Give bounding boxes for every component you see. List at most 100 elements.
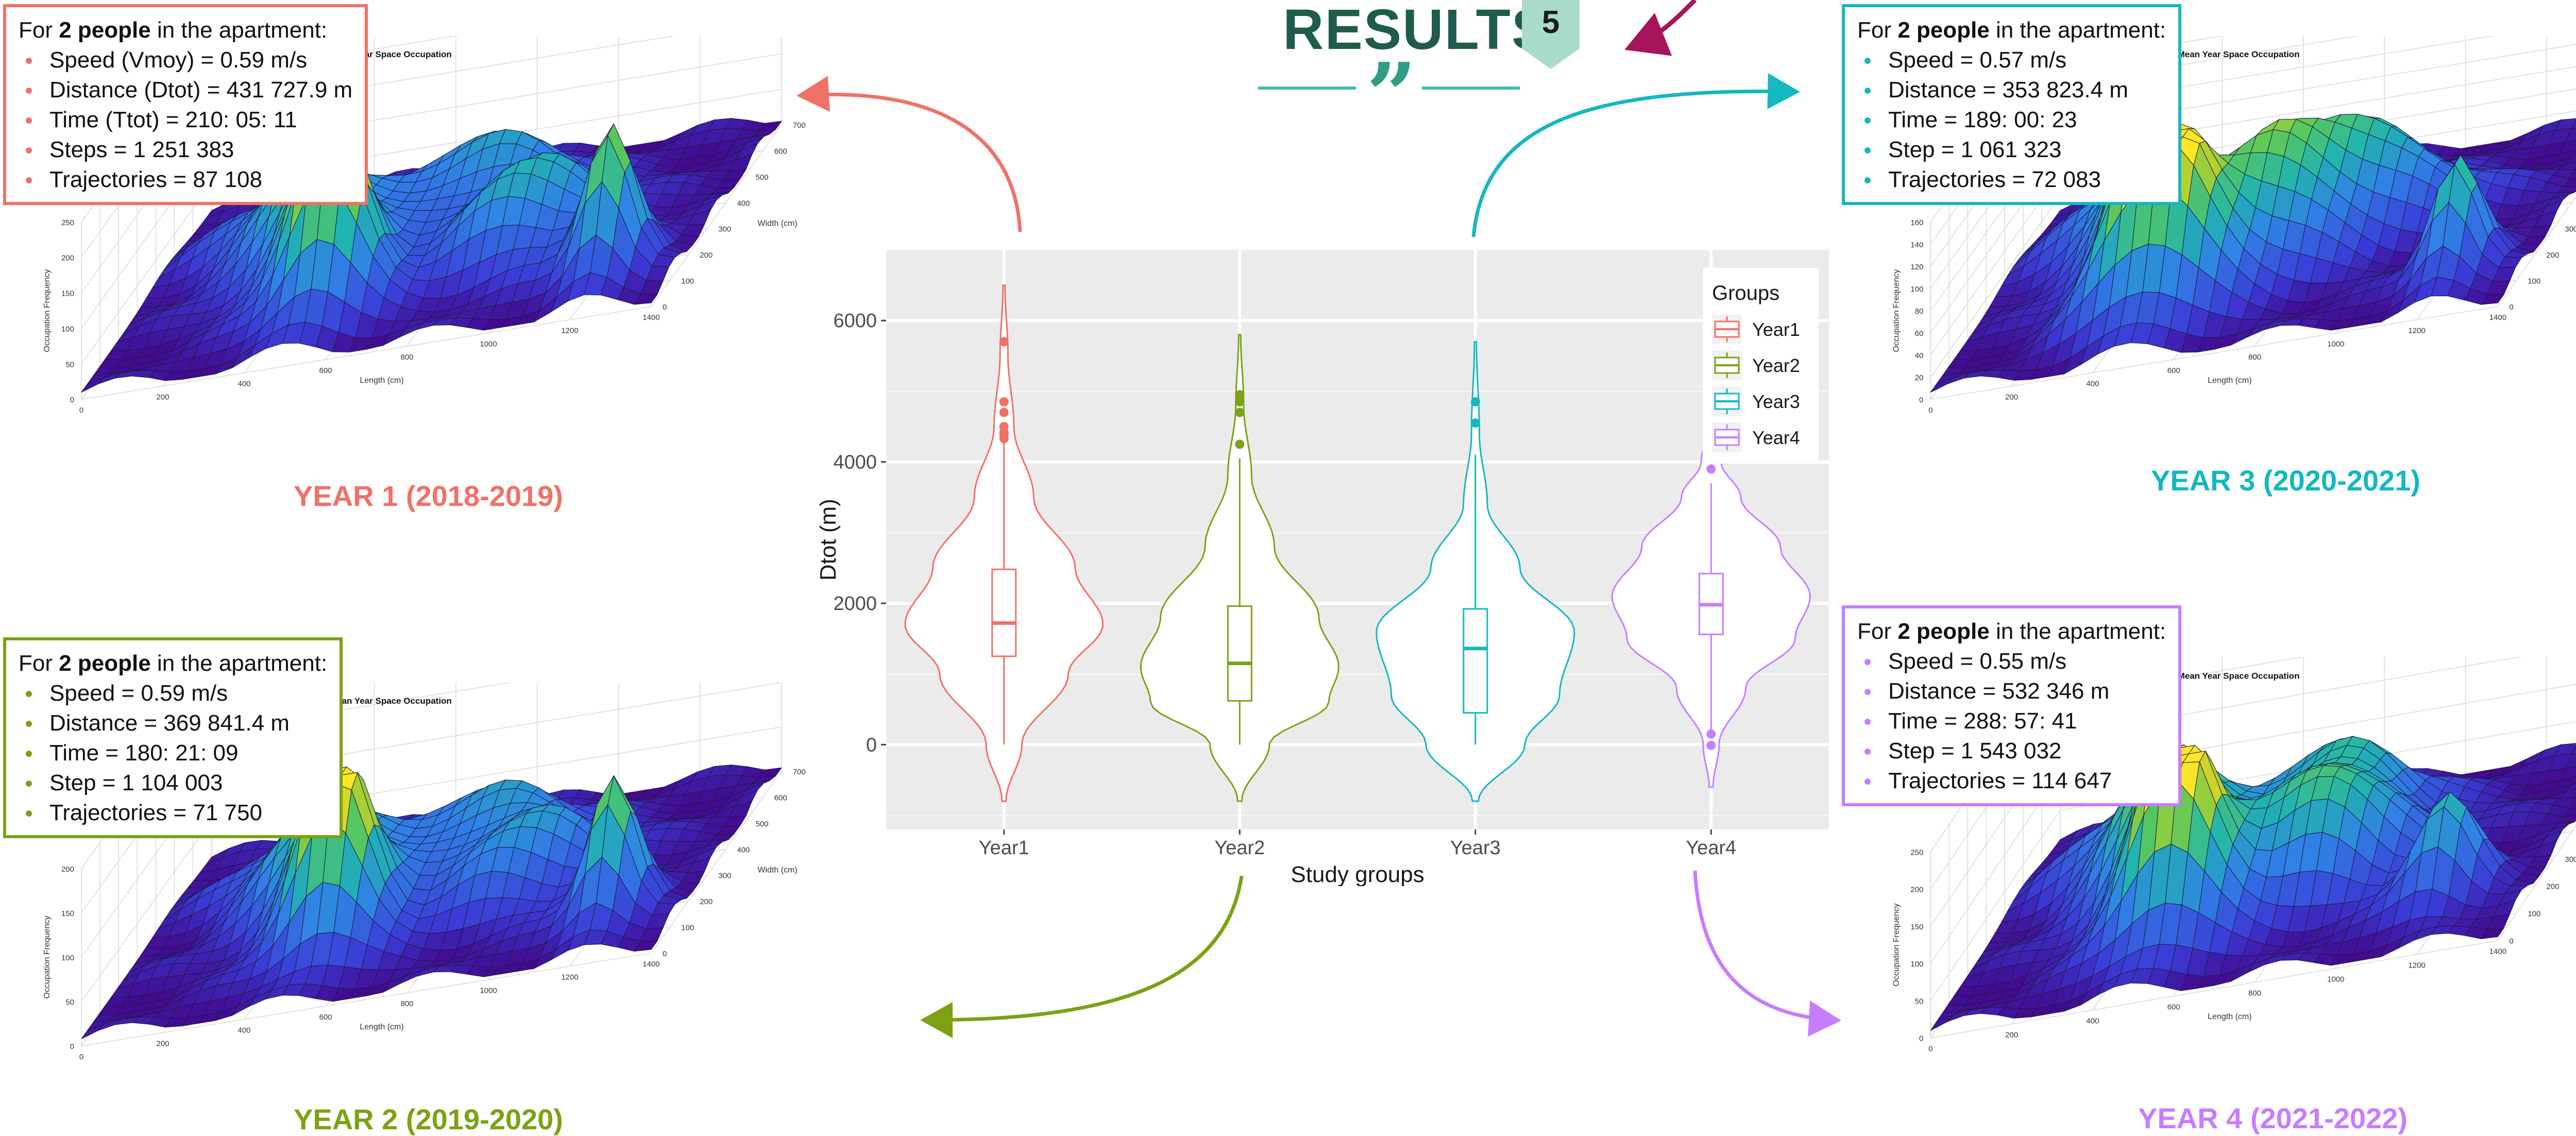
stat-steps: Step = 1 061 323 (1860, 135, 2166, 165)
x-tick-label: 1200 (561, 327, 578, 335)
y-tick-label: 600 (774, 147, 787, 156)
legend-label: Year3 (1752, 391, 1800, 412)
y-tick-label: 100 (681, 923, 694, 932)
z-tick-label: 250 (61, 218, 74, 227)
z-tick-label: 40 (1915, 351, 1924, 360)
x-tick-label: 1200 (2408, 327, 2425, 335)
outlier-point (1235, 408, 1244, 417)
z-tick-label: 50 (1915, 997, 1924, 1006)
y-tick-label: 0 (2509, 937, 2513, 945)
stat-speed: Speed = 0.59 m/s (22, 679, 327, 708)
year-label-3: YEAR 3 (2020-2021) (2151, 464, 2420, 497)
y-tick-label: 200 (2546, 883, 2559, 891)
x-axis-title: Length (cm) (360, 376, 403, 385)
y-tick-label: 100 (2528, 277, 2540, 285)
y-tick-label: 0 (663, 950, 667, 958)
legend-label: Year1 (1752, 319, 1800, 340)
y-tick-label: 6000 (833, 310, 877, 332)
x-tick-label: 600 (2167, 366, 2180, 375)
x-tick-label: Year2 (1214, 837, 1265, 859)
legend-label: Year2 (1752, 355, 1800, 376)
outlier-point (1235, 439, 1244, 449)
surface-plot-title: Mean Year Space Occupation (2178, 49, 2300, 59)
outlier-point (999, 337, 1009, 346)
y-tick-label: 200 (2546, 251, 2559, 260)
year-label-2: YEAR 2 (2019-2020) (294, 1103, 563, 1136)
stat-steps: Step = 1 104 003 (22, 768, 327, 798)
x-tick-label: 1200 (2408, 961, 2425, 970)
y-axis-title: Width (cm) (757, 219, 797, 228)
outlier-point (1706, 464, 1716, 473)
stat-steps: Step = 1 543 032 (1860, 736, 2166, 766)
x-tick-label: 800 (2248, 989, 2261, 997)
iqr-box (992, 569, 1016, 656)
x-tick-label: 200 (156, 1039, 169, 1048)
stat-distance: Distance = 353 823.4 m (1860, 75, 2166, 105)
z-axis-title: Occupation Frequency (1892, 269, 1901, 352)
outlier-point (999, 397, 1009, 406)
stat-speed: Speed = 0.57 m/s (1860, 45, 2166, 75)
z-tick-label: 140 (1910, 241, 1923, 249)
outlier-point (1471, 397, 1480, 406)
x-tick-label: 0 (79, 406, 83, 415)
outlier-point (1706, 730, 1716, 739)
legend-title: Groups (1712, 282, 1780, 304)
z-tick-label: 200 (1910, 886, 1923, 894)
y-tick-label: 100 (681, 277, 694, 285)
year-label-4: YEAR 4 (2021-2022) (2138, 1101, 2408, 1135)
stat-distance: Distance = 532 346 m (1860, 676, 2166, 706)
z-tick-label: 0 (1919, 1035, 1923, 1043)
arrow-year3 (1473, 91, 1793, 237)
z-tick-label: 0 (70, 396, 74, 404)
z-tick-label: 0 (70, 1042, 74, 1051)
arrow-year4 (1695, 871, 1834, 1020)
iqr-box (1228, 606, 1251, 701)
x-tick-label: 1000 (480, 340, 497, 348)
stats-intro: For 2 people in the apartment: (1857, 617, 2166, 647)
z-tick-label: 60 (1915, 329, 1924, 338)
outlier-point (1706, 741, 1716, 750)
outlier-point (1235, 390, 1244, 399)
z-tick-label: 120 (1910, 263, 1923, 272)
z-axis-title: Occupation Frequency (1892, 904, 1901, 987)
stat-speed: Speed (Vmoy) = 0.59 m/s (22, 45, 352, 75)
x-tick-label: Year1 (979, 837, 1029, 859)
x-axis-title: Length (cm) (2208, 1012, 2251, 1021)
x-tick-label: 1000 (2327, 340, 2344, 348)
stat-distance: Distance (Dtot) = 431 727.9 m (22, 75, 352, 105)
arrow-year2 (927, 876, 1242, 1020)
y-tick-label: 700 (793, 121, 806, 130)
outlier-point (1471, 418, 1480, 428)
z-tick-label: 100 (61, 954, 74, 962)
x-tick-label: 200 (2005, 393, 2018, 401)
x-tick-label: 600 (2167, 1003, 2180, 1012)
z-tick-label: 150 (61, 909, 74, 918)
y-tick-label: 500 (756, 173, 769, 182)
y-axis-title: Width (cm) (757, 866, 797, 875)
legend-key (1712, 422, 1742, 452)
z-axis-title: Occupation Frequency (43, 269, 52, 352)
x-tick-label: 200 (2005, 1031, 2018, 1040)
arrow-top (1633, 0, 1695, 46)
z-tick-label: 100 (1910, 285, 1923, 294)
z-tick-label: 150 (61, 290, 74, 298)
y-tick-label: 300 (2565, 225, 2576, 234)
stats-box-year4: For 2 people in the apartment: Speed = 0… (1842, 605, 2181, 806)
y-tick-label: 600 (774, 794, 787, 803)
z-tick-label: 100 (1910, 960, 1923, 969)
stat-trajectories: Trajectories = 87 108 (22, 165, 352, 195)
z-tick-label: 200 (61, 865, 74, 874)
stats-intro: For 2 people in the apartment: (19, 15, 352, 45)
stat-trajectories: Trajectories = 114 647 (1860, 766, 2166, 796)
x-tick-label: 1000 (480, 986, 497, 995)
x-tick-label: 800 (400, 353, 413, 362)
stats-intro: For 2 people in the apartment: (1857, 15, 2166, 45)
z-tick-label: 20 (1915, 374, 1924, 382)
y-tick-label: 0 (663, 303, 667, 312)
y-tick-label: 0 (2509, 303, 2513, 312)
y-tick-label: 2000 (833, 593, 877, 615)
z-tick-label: 160 (1910, 218, 1923, 227)
x-tick-label: Year3 (1450, 837, 1501, 859)
x-tick-label: 400 (238, 380, 250, 388)
